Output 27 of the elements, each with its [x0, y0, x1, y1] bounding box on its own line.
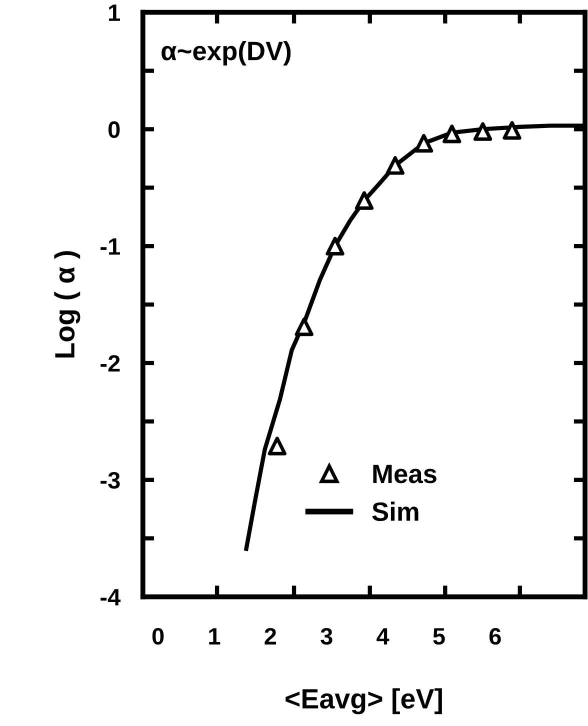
x-tick-label: 6	[489, 628, 501, 645]
point	[386, 156, 404, 175]
x-tick-label: 4	[376, 628, 390, 644]
annotation: α~exp(DV)	[162, 40, 291, 66]
y-tick-label: -2	[100, 355, 120, 372]
y-tick-label: 0	[108, 121, 120, 138]
point	[326, 236, 344, 256]
x-tick-label: 2	[264, 628, 276, 644]
legend-label: Sim	[372, 502, 418, 522]
x-tick-label: 1	[209, 628, 220, 644]
x-axis-title: <Eavg> [eV]	[286, 688, 442, 714]
point	[442, 124, 462, 144]
x-tick-label: 0	[152, 628, 164, 645]
point	[414, 134, 434, 153]
y-tick-label: -3	[100, 472, 120, 489]
point	[294, 317, 314, 336]
point	[268, 436, 287, 456]
x-tick-label: 3	[320, 628, 332, 645]
point	[502, 121, 522, 140]
y-tick-label: -1	[100, 238, 120, 255]
legend-label: Meas	[373, 464, 436, 484]
y-axis-title: Log ( α )	[54, 251, 80, 358]
point	[473, 122, 492, 141]
point	[354, 191, 374, 210]
y-tick-label: -4	[100, 589, 121, 606]
x-tick-label: 5	[433, 628, 445, 645]
y-tick-label: 1	[109, 4, 120, 21]
